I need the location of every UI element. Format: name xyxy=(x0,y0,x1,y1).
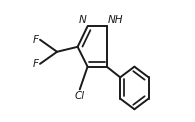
Text: F: F xyxy=(33,59,39,69)
Text: F: F xyxy=(33,35,39,45)
Text: Cl: Cl xyxy=(75,91,85,101)
Text: N: N xyxy=(79,15,87,25)
Text: NH: NH xyxy=(107,15,123,25)
